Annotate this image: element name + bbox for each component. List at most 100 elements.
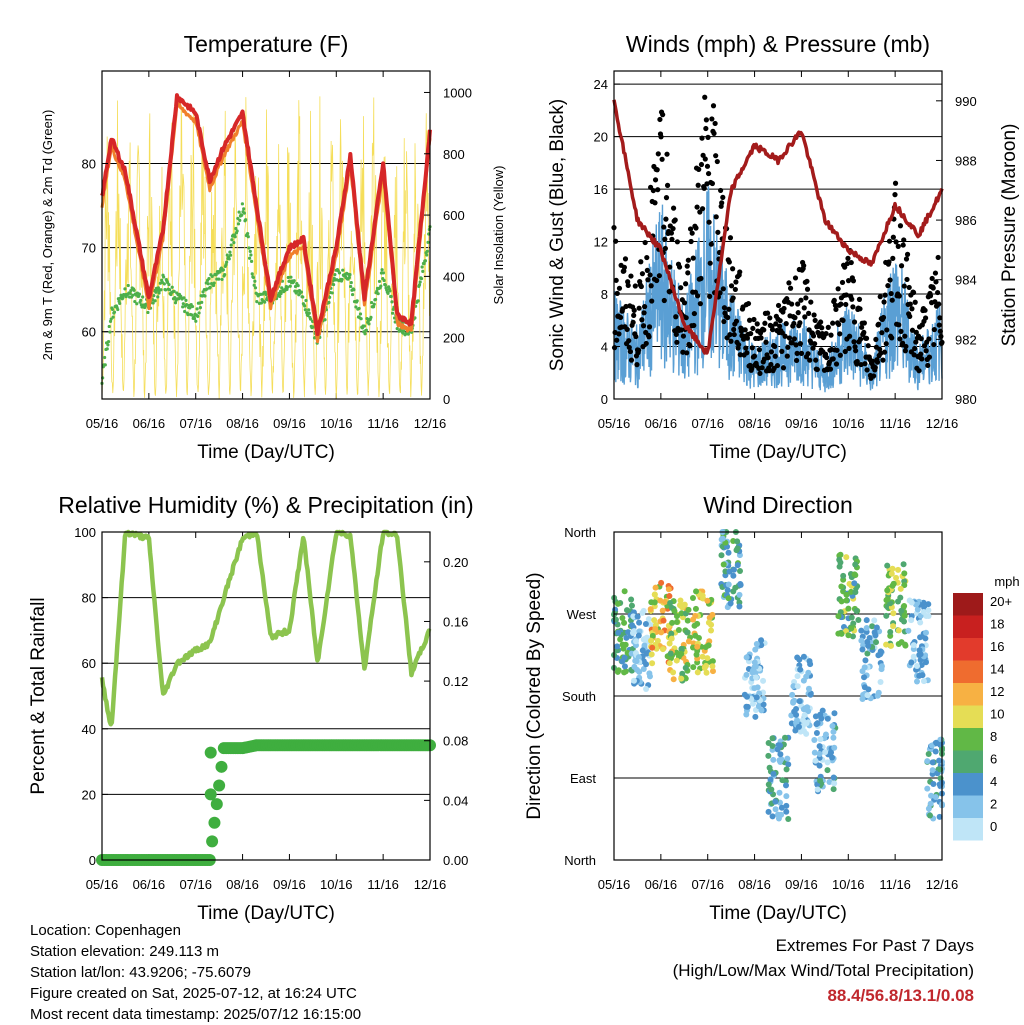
wind-direction-point [666,660,673,667]
wind-direction-point [622,641,629,648]
wind-direction-point [910,642,917,649]
wind-direction-point [928,792,935,799]
gust-point [644,267,650,273]
gust-point [626,338,632,344]
dewpoint-point [207,276,211,281]
wind-direction-point [852,561,859,568]
dewpoint-point [348,273,352,277]
gust-point [898,263,905,269]
wind-direction-point [843,597,850,604]
y-tick-label-right: 984 [955,273,977,288]
y-tick-label: 80 [82,591,96,606]
precip-point [204,788,217,801]
gust-point [857,336,864,342]
precip-point [210,798,223,811]
dewpoint-point [224,263,228,267]
wind-direction-point [769,735,776,742]
dewpoint-point [111,315,115,319]
wind-direction-point [812,757,819,764]
wind-direction-point [918,662,925,669]
dewpoint-point [253,279,257,283]
dewpoint-point [212,281,216,285]
dewpoint-point [173,301,178,305]
temp_2m-series [100,93,432,337]
dewpoint-point [190,313,194,317]
gust-point [907,301,913,307]
gust-point [846,345,852,351]
gust-point [628,273,634,279]
gust-point [774,362,781,369]
gust-point [904,276,910,283]
gust-point [660,112,666,118]
wind-direction-point [633,658,640,665]
gust-point [737,269,743,275]
dewpoint-point [426,240,430,244]
wind-direction-point [673,657,680,664]
wind-direction-point [795,723,802,730]
gust-point [654,167,660,173]
gust-point [668,230,675,236]
y-tick-label-right: 988 [955,153,977,168]
gust-point [839,279,846,286]
dewpoint-point [139,298,143,302]
gust-point [906,284,912,291]
gust-point [865,343,871,349]
wind-direction-point [807,691,814,698]
wind-direction-point [848,625,855,632]
dewpoint-point [391,311,395,315]
dewpoint-point [195,307,199,311]
wind-direction-point [924,758,931,765]
wind-direction-point [901,602,908,609]
gust-point [696,166,702,172]
wind-direction-point [873,624,880,631]
gust-point [798,297,804,303]
dewpoint-point [152,294,156,298]
gust-point [655,187,661,193]
gust-point [832,302,839,308]
wind-direction-point [691,622,698,629]
dewpoint-point [236,216,240,221]
gust-point [904,251,911,257]
x-axis-label: Time (Day/UTC) [709,903,847,924]
wind-direction-point [828,749,835,756]
wind-direction-point [824,715,831,722]
gust-point [926,354,933,360]
wind-direction-point [645,616,652,623]
gust-point [935,289,941,296]
wind-direction-point [667,650,674,657]
wind-direction-point [872,632,879,639]
wind-direction-point [858,637,865,644]
dewpoint-point [221,268,225,272]
wind-direction-point [630,613,637,620]
wind-direction-point [678,610,685,617]
legend-label: 2 [990,797,997,812]
gust-point [933,279,939,285]
wind-direction-point [817,711,824,718]
dewpoint-point [132,288,136,292]
wind-direction-point [657,597,664,604]
gust-point [711,130,717,136]
wind-direction-point [932,748,939,755]
wind-direction-point [661,598,668,605]
wind-direction-point [838,598,845,605]
gust-point [882,292,888,298]
wind-direction-point [783,766,790,773]
dewpoint-point [382,278,386,283]
wind-direction-point [760,677,767,684]
dewpoint-point [181,305,185,309]
wind-direction-point [864,650,871,657]
wind-direction-point [709,663,716,670]
dewpoint-point [218,270,222,274]
dewpoint-point [377,279,382,284]
gust-point [869,358,876,364]
wind-direction-point [659,646,666,653]
gust-point [714,158,720,165]
wind-direction-point [668,630,675,637]
wind-direction-point [801,712,808,719]
x-tick-label: 10/16 [320,877,353,892]
dewpoint-point [358,312,363,316]
wind-direction-point [767,776,774,783]
gust-point [850,304,856,310]
gust-point [805,351,811,357]
gust-point [812,341,818,347]
